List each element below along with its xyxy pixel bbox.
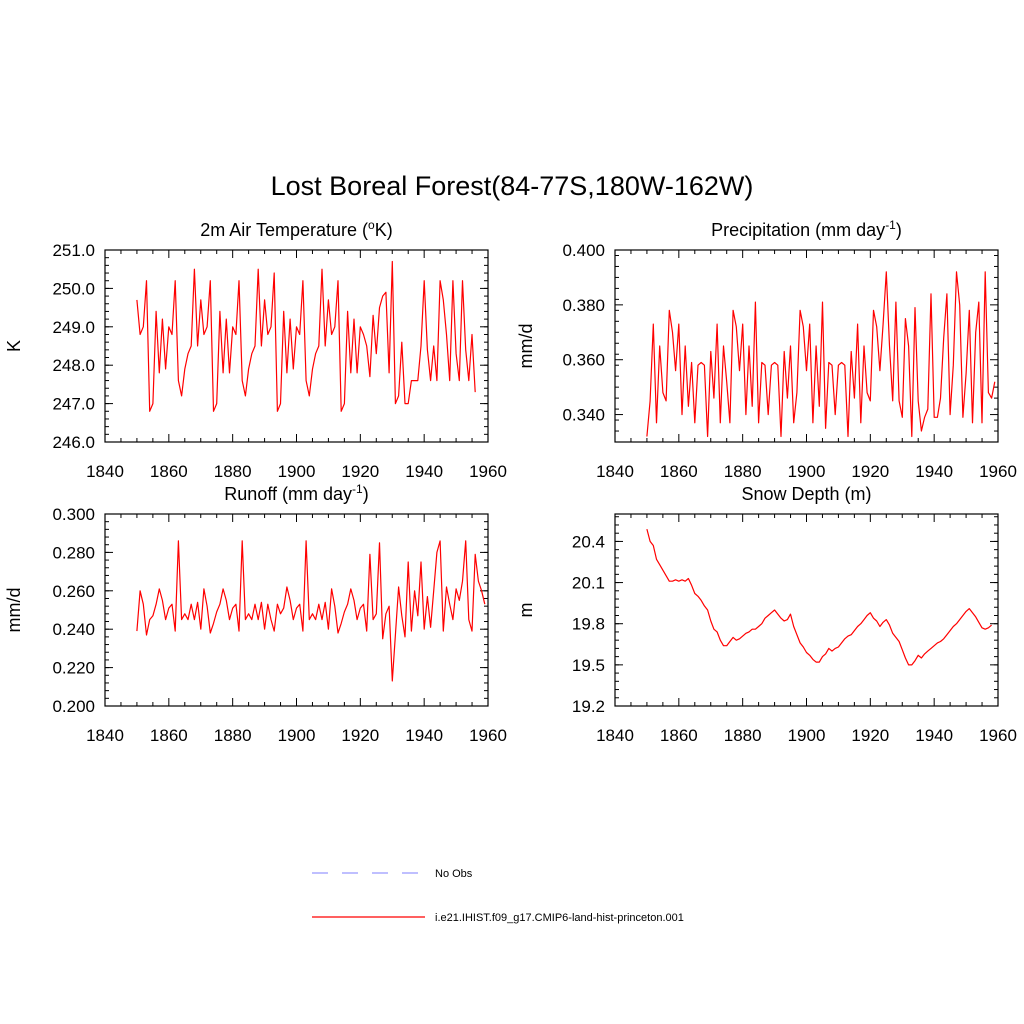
plot-frame (614, 513, 999, 707)
x-tick-label: 1840 (86, 462, 124, 481)
y-tick-label: 20.1 (572, 574, 605, 593)
y-tick-label: 0.400 (562, 241, 605, 260)
x-tick-label: 1840 (596, 726, 634, 745)
x-tick-label: 1960 (979, 462, 1017, 481)
plot-frame (614, 249, 999, 443)
plot-frame (104, 249, 489, 443)
chart-panel-1: 1840 1860 1880 1900 1920 1940 1960 246.0 247.0 24… (4, 218, 507, 481)
x-tick-label: 1960 (469, 462, 507, 481)
legend: No Obs i.e21.IHIST.f09_g17.CMIP6-land-his… (312, 868, 684, 924)
y-tick-label: 0.240 (52, 620, 95, 639)
series-line (646, 528, 992, 666)
chart-panel-3: 1840 1860 1880 1900 1920 1940 1960 0.200 0.220 0.… (4, 482, 507, 745)
x-tick-label: 1920 (341, 726, 379, 745)
x-tick-label: 1920 (851, 726, 889, 745)
x-tick-label: 1900 (788, 462, 826, 481)
y-tick-label: 19.8 (572, 615, 605, 634)
figure-title: Lost Boreal Forest(84-77S,180W-162W) (271, 171, 754, 201)
x-tick-label: 1940 (405, 726, 443, 745)
series-line (646, 271, 996, 438)
chart-panel-4: 1840 1860 1880 1900 1920 1940 1960 19.2 19.5 19.8… (516, 484, 1017, 745)
x-tick-label: 1840 (86, 726, 124, 745)
x-tick-label: 1860 (150, 726, 188, 745)
x-tick-label: 1880 (724, 462, 762, 481)
y-tick-label: 250.0 (52, 279, 95, 298)
y-tick-label: 0.300 (52, 505, 95, 524)
series-line (136, 540, 486, 682)
panel-title: Precipitation (mm day-1) (711, 218, 902, 240)
y-axis-label: mm/d (516, 324, 536, 369)
y-tick-label: 0.380 (562, 296, 605, 315)
x-tick-label: 1900 (278, 462, 316, 481)
y-tick-label: 0.360 (562, 351, 605, 370)
panel-title: Snow Depth (m) (741, 484, 871, 504)
y-tick-label: 247.0 (52, 395, 95, 414)
y-tick-label: 19.2 (572, 697, 605, 716)
x-tick-label: 1900 (278, 726, 316, 745)
x-tick-label: 1840 (596, 462, 634, 481)
x-tick-label: 1940 (915, 462, 953, 481)
series-line (136, 260, 476, 412)
y-tick-label: 20.4 (572, 532, 605, 551)
y-tick-label: 19.5 (572, 656, 605, 675)
x-tick-label: 1920 (341, 462, 379, 481)
panel-title: Runoff (mm day-1) (224, 482, 368, 504)
y-axis-label: K (4, 340, 24, 352)
x-tick-label: 1940 (915, 726, 953, 745)
y-tick-label: 248.0 (52, 356, 95, 375)
y-tick-label: 246.0 (52, 433, 95, 452)
x-tick-label: 1880 (214, 462, 252, 481)
x-tick-label: 1880 (214, 726, 252, 745)
y-tick-label: 0.200 (52, 697, 95, 716)
y-tick-label: 0.260 (52, 582, 95, 601)
x-tick-label: 1880 (724, 726, 762, 745)
y-tick-label: 0.280 (52, 543, 95, 562)
y-tick-label: 251.0 (52, 241, 95, 260)
x-tick-label: 1860 (660, 462, 698, 481)
y-tick-label: 0.220 (52, 659, 95, 678)
x-tick-label: 1960 (469, 726, 507, 745)
x-tick-label: 1920 (851, 462, 889, 481)
x-tick-label: 1860 (150, 462, 188, 481)
y-tick-label: 249.0 (52, 318, 95, 337)
legend-label: i.e21.IHIST.f09_g17.CMIP6-land-hist-prin… (435, 912, 684, 924)
x-tick-label: 1900 (788, 726, 826, 745)
x-tick-label: 1860 (660, 726, 698, 745)
legend-label: No Obs (435, 868, 473, 880)
y-tick-label: 0.340 (562, 406, 605, 425)
y-axis-label: mm/d (4, 588, 24, 633)
x-tick-label: 1940 (405, 462, 443, 481)
panel-title: 2m Air Temperature (oK) (200, 218, 392, 240)
chart-panel-2: 1840 1860 1880 1900 1920 1940 1960 0.340 0.360 0.… (516, 218, 1017, 481)
x-tick-label: 1960 (979, 726, 1017, 745)
panels: 1840 1860 1880 1900 1920 1940 1960 246.0 247.0 24… (4, 218, 1017, 745)
y-axis-label: m (516, 603, 536, 618)
